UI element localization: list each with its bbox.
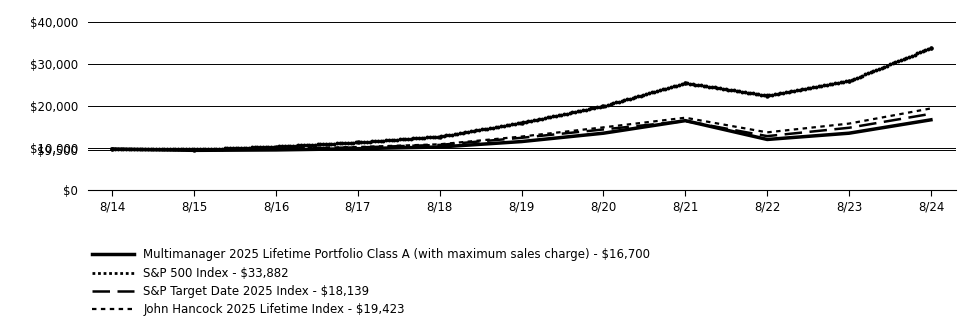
Legend: Multimanager 2025 Lifetime Portfolio Class A (with maximum sales charge) - $16,7: Multimanager 2025 Lifetime Portfolio Cla… [88, 244, 655, 321]
